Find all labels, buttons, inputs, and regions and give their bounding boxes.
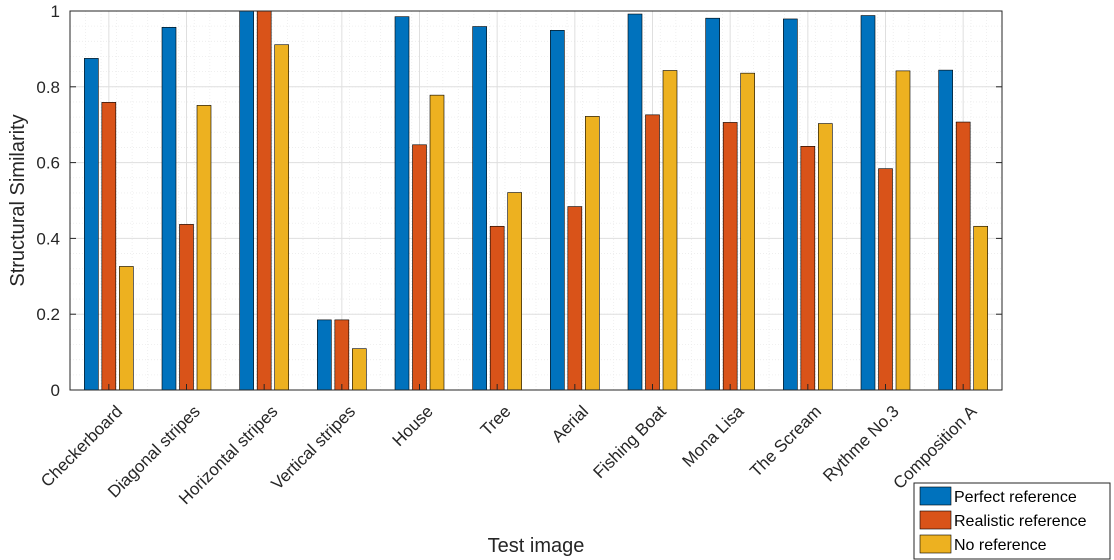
bar [429, 94, 445, 391]
bar [179, 224, 194, 391]
bar [239, 10, 254, 391]
bar [274, 44, 289, 391]
bar [394, 16, 410, 391]
bar [196, 105, 212, 391]
bar [101, 102, 117, 391]
bar [119, 266, 134, 391]
bar [489, 225, 505, 391]
bar [585, 116, 600, 391]
x-tick-label: Aerial [548, 402, 592, 446]
bar [507, 192, 522, 391]
bar [878, 168, 893, 391]
bar [783, 18, 798, 391]
x-axis-title: Test image [488, 535, 585, 557]
y-tick-label: 0.6 [36, 154, 60, 173]
bar [662, 70, 678, 391]
bar [334, 319, 350, 391]
bar [550, 30, 565, 391]
bar [256, 10, 272, 391]
bar [938, 69, 953, 391]
x-tick-label: House [389, 402, 437, 450]
y-axis-ticks: 0 0.2 0.4 0.6 0.8 1 [36, 2, 1002, 400]
bar [317, 319, 332, 391]
y-tick-label: 0.2 [36, 305, 60, 324]
bar [567, 206, 583, 391]
bar [860, 15, 876, 391]
bar [955, 121, 971, 391]
x-tick-label: Tree [477, 402, 515, 440]
bar [705, 17, 720, 391]
x-tick-label: Rythme No.3 [819, 402, 903, 486]
x-tick-label: Fishing Boat [590, 402, 670, 482]
bar [627, 13, 643, 391]
bar [412, 144, 427, 391]
bar [352, 348, 367, 391]
y-axis-title: Structural Similarity [7, 114, 29, 286]
x-tick-label: Vertical stripes [268, 402, 360, 494]
bar [818, 123, 833, 391]
bar [740, 72, 755, 391]
bar [645, 114, 660, 391]
legend-label: No reference [954, 537, 1047, 554]
bar [973, 225, 988, 391]
y-tick-label: 0 [51, 381, 60, 400]
bar [800, 146, 816, 391]
legend: Perfect reference Realistic reference No r… [913, 482, 1111, 560]
x-tick-label: Composition A [890, 401, 981, 492]
legend-label: Perfect reference [954, 489, 1077, 506]
x-tick-label: Checkerboard [37, 402, 126, 491]
plot-frame [69, 10, 1003, 391]
legend-swatch [919, 534, 952, 554]
bar [895, 70, 911, 391]
y-tick-label: 1 [51, 2, 60, 21]
bar [722, 122, 738, 391]
bar [472, 26, 487, 391]
bar [84, 58, 99, 391]
legend-swatch [919, 510, 952, 530]
x-tick-label: The Scream [746, 402, 825, 481]
y-tick-label: 0.4 [36, 229, 60, 248]
bars [84, 10, 988, 391]
legend-label: Realistic reference [954, 513, 1087, 530]
bar [161, 26, 177, 391]
x-tick-label: Mona Lisa [679, 401, 748, 470]
y-tick-label: 0.8 [36, 78, 60, 97]
legend-swatch [919, 486, 952, 506]
